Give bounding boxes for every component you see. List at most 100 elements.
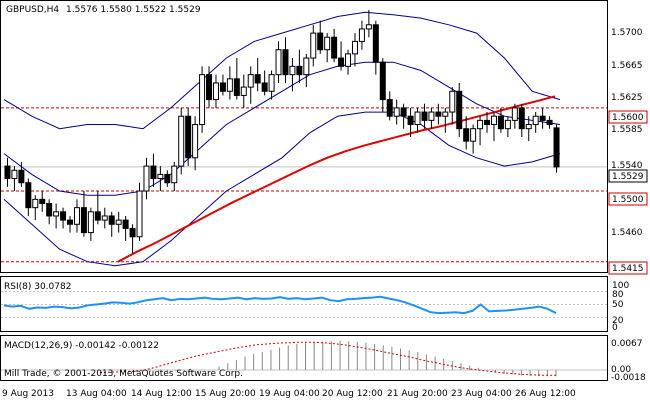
- candle: [289, 58, 296, 92]
- candle: [129, 224, 136, 254]
- candle: [240, 74, 247, 108]
- candle-body: [275, 49, 282, 76]
- candle-body: [303, 57, 310, 76]
- candle: [470, 124, 477, 154]
- candle: [53, 203, 60, 229]
- candle-body: [11, 169, 18, 180]
- candle-body: [122, 219, 129, 229]
- candle: [484, 112, 491, 133]
- candle-body: [4, 165, 11, 180]
- candle: [449, 87, 456, 125]
- candle-body: [428, 111, 435, 121]
- candle-body: [157, 173, 164, 180]
- candle-body: [282, 49, 289, 76]
- candle: [400, 103, 407, 129]
- candle: [372, 20, 379, 75]
- candle-body: [60, 211, 67, 221]
- bollinger-middle-line: [3, 61, 561, 196]
- time-label: 19 Aug 04:00: [259, 389, 320, 399]
- candle-body: [296, 65, 303, 76]
- candle: [247, 66, 254, 104]
- candle: [296, 49, 303, 83]
- price-tick: 1.5665: [611, 61, 643, 71]
- candle-body: [456, 90, 463, 130]
- rsi-axis: 100 80 50 20 0: [612, 281, 629, 333]
- bollinger-upper-line: [3, 11, 561, 130]
- candle-body: [421, 111, 428, 121]
- candle: [490, 112, 497, 142]
- candle-body: [101, 215, 108, 221]
- rsi-tick: 0: [612, 323, 618, 333]
- candle-body: [379, 61, 386, 101]
- macd-plot-layer: [1, 340, 607, 377]
- candle: [393, 99, 400, 125]
- candle-body: [477, 119, 484, 130]
- candle: [178, 107, 185, 175]
- candle-body: [39, 198, 46, 204]
- candle: [39, 191, 46, 212]
- candle-body: [212, 82, 219, 101]
- candle: [212, 74, 219, 108]
- candle: [504, 116, 511, 137]
- candle: [525, 116, 532, 142]
- price-tick: 1.5585: [611, 125, 643, 135]
- candle-body: [32, 198, 39, 209]
- candle: [532, 112, 539, 133]
- price-tick: 1.5700: [611, 28, 643, 38]
- candle: [11, 166, 18, 192]
- candle-body: [539, 115, 546, 121]
- candle-body: [164, 173, 171, 184]
- candle-body: [317, 32, 324, 51]
- candle: [442, 107, 449, 133]
- candle-body: [226, 78, 233, 92]
- candle: [46, 199, 53, 225]
- candle-body: [310, 32, 317, 59]
- rsi-title: RSI(8) 30.0782: [4, 282, 71, 292]
- candle: [192, 116, 199, 171]
- candle-body: [331, 36, 338, 59]
- rsi-tick: 20: [612, 316, 624, 326]
- candle-body: [136, 190, 143, 238]
- candle: [331, 28, 338, 63]
- time-label: 26 Aug 12:00: [515, 389, 576, 399]
- candle: [268, 70, 275, 100]
- candle-body: [386, 99, 393, 117]
- moving-average-line: [117, 95, 556, 263]
- candle: [32, 195, 39, 221]
- candle-body: [129, 227, 136, 238]
- copyright-text: Mill Trade, © 2001-2013, MetaQuotes Soft…: [4, 369, 243, 379]
- candle: [428, 107, 435, 129]
- candle-body: [25, 182, 32, 209]
- candle-body: [324, 36, 331, 51]
- candle: [407, 107, 414, 137]
- candle: [219, 74, 226, 96]
- candle: [18, 161, 25, 187]
- ohlc-readout: 1.5576 1.5580 1.5522 1.5529: [66, 5, 201, 15]
- rsi-plot-layer: [1, 291, 607, 318]
- time-label: 14 Aug 12:00: [131, 389, 192, 399]
- time-label: 9 Aug 2013: [2, 389, 54, 399]
- candle: [164, 170, 171, 187]
- bollinger-lower-line: [3, 111, 561, 267]
- candle: [324, 33, 331, 63]
- macd-axis: 0.0067 0.00 -0.0018: [611, 339, 646, 383]
- rsi-tick: 50: [612, 300, 624, 310]
- candle-body: [525, 124, 532, 130]
- candle: [317, 20, 324, 54]
- candle: [94, 191, 101, 225]
- candle: [25, 178, 32, 216]
- candle: [539, 107, 546, 129]
- candle: [456, 82, 463, 137]
- candle-body: [67, 219, 74, 225]
- candle-body: [254, 74, 261, 84]
- candle: [4, 157, 11, 187]
- candle-body: [358, 28, 365, 42]
- candle-body: [73, 207, 80, 225]
- main-price-panel[interactable]: [0, 0, 608, 273]
- candle-body: [470, 128, 477, 142]
- candle-body: [178, 115, 185, 167]
- candle-body: [80, 207, 87, 234]
- time-label: 23 Aug 04:00: [451, 389, 512, 399]
